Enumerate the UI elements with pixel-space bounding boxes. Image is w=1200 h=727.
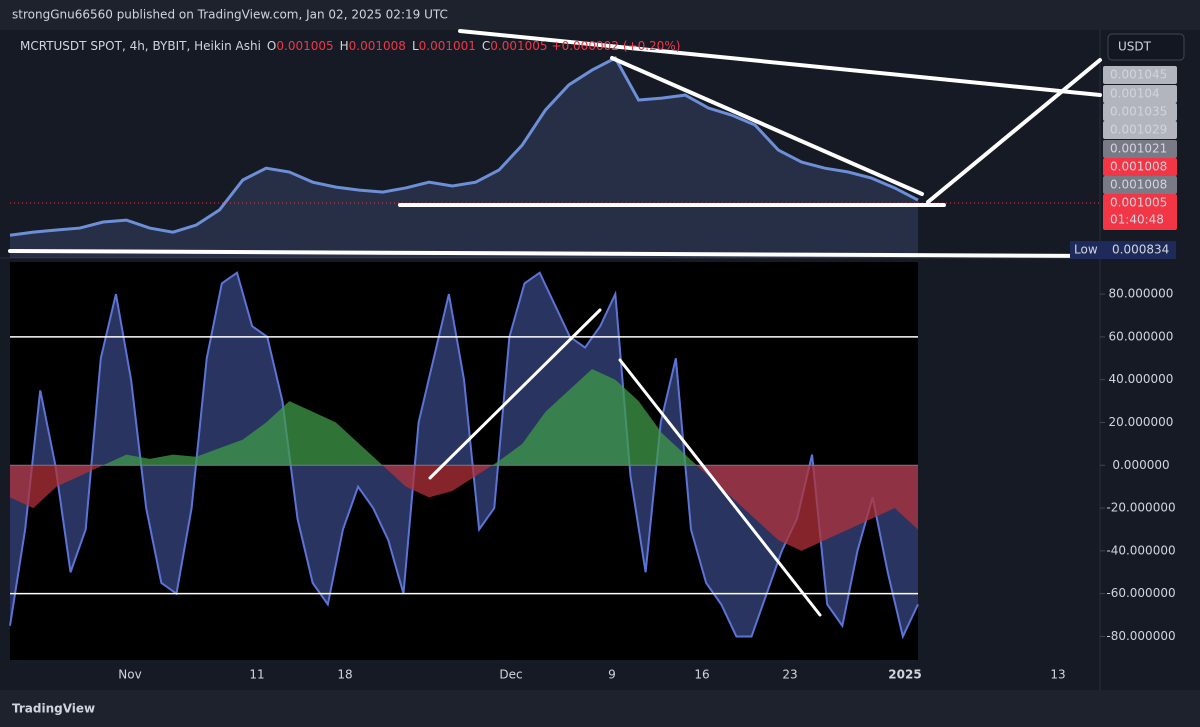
price-label-box [1103, 140, 1177, 158]
price-label: 0.00104 [1110, 87, 1160, 101]
price-label: 0.001045 [1110, 68, 1167, 82]
x-tick-label: 16 [694, 668, 709, 682]
price-label-box [1103, 103, 1177, 121]
trendline [618, 358, 822, 617]
trendline [610, 56, 924, 196]
low-value: 0.000834 [1112, 243, 1169, 257]
area-fill [10, 272, 918, 637]
price-label-box [1103, 85, 1177, 103]
x-tick-label: 23 [782, 668, 797, 682]
price-label-box [1103, 194, 1177, 230]
price-label: 0.001035 [1110, 105, 1167, 119]
price-label: 0.001021 [1110, 142, 1167, 156]
trendline [926, 58, 1102, 204]
price-label: 0.001005 [1110, 196, 1167, 210]
price-label: 0.001008 [1110, 178, 1167, 192]
trendline [458, 29, 1102, 97]
ohlc-value: 0.001005 [276, 39, 333, 53]
price-label: 0.001029 [1110, 123, 1167, 137]
y-tick-label: -60.000000 [1106, 586, 1175, 600]
ohlc-value: 0.001008 [349, 39, 406, 53]
price-label-box [1103, 66, 1177, 84]
change-pct: (+0.20%) [623, 39, 681, 53]
footer-logo: TradingView [12, 702, 95, 716]
y-tick-label: 80.000000 [1109, 287, 1174, 301]
y-tick-label: -80.000000 [1106, 629, 1175, 643]
x-tick-label: 13 [1050, 668, 1065, 682]
price-line [9, 56, 919, 237]
price-label-box [1103, 176, 1177, 194]
trendline [428, 308, 602, 480]
countdown: 01:40:48 [1110, 213, 1164, 227]
low-box [1070, 241, 1176, 260]
low-label: Low [1074, 243, 1098, 257]
publisher: strongGnu66560 published on TradingView.… [12, 8, 448, 22]
y-tick-label: 60.000000 [1109, 329, 1174, 343]
x-tick-label: 2025 [888, 668, 921, 682]
x-tick-label: 18 [337, 668, 352, 682]
ohlc-key: C [482, 39, 490, 53]
x-tick-label: Nov [118, 668, 141, 682]
area-positive [103, 368, 697, 466]
price-label-box [1103, 158, 1177, 176]
footer-bar [0, 690, 1200, 727]
ohlc-key: H [340, 39, 349, 53]
y-tick-label: 0.000000 [1112, 458, 1169, 472]
ohlc-value: 0.001005 [490, 39, 547, 53]
trendline [8, 249, 1102, 258]
x-tick-label: 11 [249, 668, 264, 682]
symbol-legend: MCRTUSDT SPOT, 4h, BYBIT, Heikin Ashi O0.… [20, 39, 680, 53]
currency[interactable]: USDT [1118, 40, 1152, 54]
x-tick-label: Dec [499, 668, 522, 682]
top-bar [0, 0, 1200, 30]
y-tick-label: 20.000000 [1109, 415, 1174, 429]
y-tick-label: 40.000000 [1109, 372, 1174, 386]
x-tick-label: 9 [608, 668, 616, 682]
change: +0.000002 [552, 39, 619, 53]
symbol: MCRTUSDT SPOT, 4h, BYBIT, Heikin Ashi [20, 39, 261, 53]
price-label: 0.001008 [1110, 160, 1167, 174]
price-label-box [1103, 121, 1177, 139]
ohlc-key: O [267, 39, 276, 53]
y-tick-label: -40.000000 [1106, 543, 1175, 557]
price-area [10, 58, 918, 259]
y-tick-label: -20.000000 [1106, 501, 1175, 515]
trendlines [8, 29, 1102, 617]
currency-button[interactable] [1107, 33, 1185, 61]
ohlc-value: 0.001001 [419, 39, 476, 53]
ohlc-key: L [412, 39, 419, 53]
area-negative [10, 465, 918, 551]
